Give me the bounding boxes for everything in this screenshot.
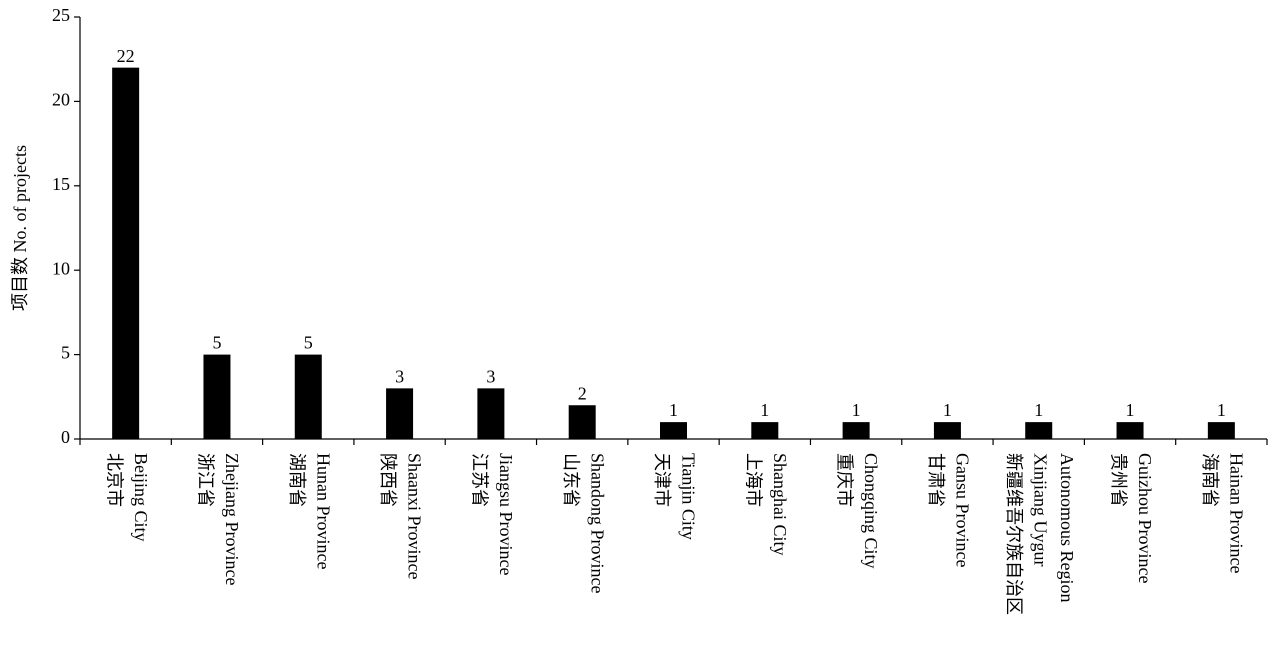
x-tick-label: Tianjin City bbox=[679, 453, 699, 540]
x-tick-label: Chongqing City bbox=[861, 453, 881, 569]
value-label: 1 bbox=[760, 400, 769, 420]
x-tick-label: 陕西省 bbox=[378, 453, 398, 507]
x-tick-label: 湖南省 bbox=[287, 453, 307, 507]
y-tick-label: 10 bbox=[52, 258, 70, 278]
x-tick-label: 浙江省 bbox=[196, 453, 216, 507]
x-tick-label: Shaanxi Province bbox=[405, 453, 425, 579]
value-label: 1 bbox=[669, 400, 678, 420]
x-tick-label: 贵州省 bbox=[1109, 453, 1129, 507]
value-label: 5 bbox=[304, 333, 313, 353]
x-tick-label: Hunan Province bbox=[313, 453, 333, 569]
bar bbox=[933, 422, 961, 439]
bar bbox=[568, 405, 596, 439]
value-label: 5 bbox=[212, 333, 221, 353]
x-tick-label: Shanghai City bbox=[770, 453, 790, 556]
bar bbox=[660, 422, 687, 439]
bar bbox=[1116, 422, 1144, 439]
value-label: 1 bbox=[1034, 400, 1043, 420]
bar bbox=[1025, 422, 1053, 439]
x-tick-label: 山东省 bbox=[561, 453, 581, 507]
x-tick-label: 甘肃省 bbox=[926, 453, 946, 507]
value-label: 1 bbox=[852, 400, 861, 420]
y-tick-label: 20 bbox=[52, 90, 70, 110]
x-tick-label: 北京市 bbox=[104, 453, 124, 507]
y-tick-label: 5 bbox=[61, 343, 70, 363]
x-tick-label: Hainan Province bbox=[1226, 453, 1246, 573]
x-tick-label: Zhejiang Province bbox=[222, 453, 242, 585]
value-label: 1 bbox=[1217, 400, 1226, 420]
value-label: 22 bbox=[117, 46, 135, 66]
x-tick-label: 新疆维吾尔族自治区 bbox=[1004, 453, 1024, 615]
x-tick-label: 上海市 bbox=[743, 453, 763, 507]
y-axis-label: 项目数 No. of projects bbox=[10, 145, 30, 311]
value-label: 3 bbox=[395, 366, 404, 386]
x-tick-label: 重庆市 bbox=[835, 453, 855, 507]
x-tick-label: Jiangsu Province bbox=[496, 453, 516, 575]
value-label: 1 bbox=[943, 400, 952, 420]
x-tick-label: 海南省 bbox=[1200, 453, 1220, 507]
bar bbox=[1207, 422, 1235, 439]
bar bbox=[477, 388, 505, 439]
x-tick-label: 江苏省 bbox=[470, 453, 490, 507]
bar bbox=[386, 388, 414, 439]
x-tick-label: Xinjiang Uygur bbox=[1031, 453, 1051, 566]
x-tick-label: Beijing City bbox=[131, 453, 151, 542]
x-tick-label: 天津市 bbox=[652, 453, 672, 507]
y-tick-label: 15 bbox=[52, 174, 70, 194]
bar bbox=[842, 422, 870, 439]
bar bbox=[112, 67, 140, 439]
x-tick-label: Shandong Province bbox=[587, 453, 607, 593]
value-label: 3 bbox=[486, 366, 495, 386]
bar bbox=[203, 354, 231, 439]
x-tick-label: Gansu Province bbox=[953, 453, 973, 567]
x-tick-label: Guizhou Province bbox=[1135, 453, 1155, 583]
y-tick-label: 0 bbox=[61, 427, 70, 447]
bar bbox=[294, 354, 322, 439]
value-label: 2 bbox=[578, 383, 587, 403]
x-tick-label: Autonomous Region bbox=[1057, 453, 1077, 603]
y-tick-label: 25 bbox=[52, 5, 70, 25]
value-label: 1 bbox=[1126, 400, 1135, 420]
bar bbox=[751, 422, 779, 439]
